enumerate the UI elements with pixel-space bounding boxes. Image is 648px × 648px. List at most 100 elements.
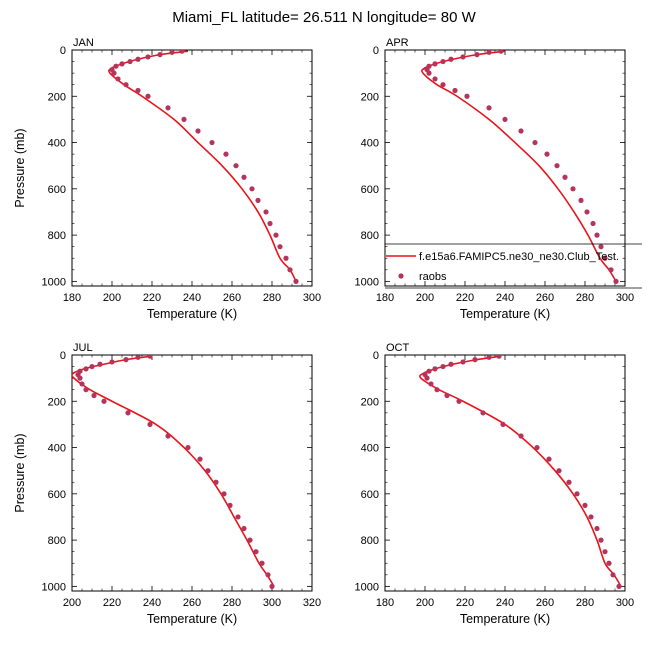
plot-area [419, 355, 622, 589]
raobs-point [91, 392, 97, 399]
x-axis-title: Temperature (K) [147, 612, 237, 626]
model-line [419, 355, 622, 587]
y-tick-label: 1000 [355, 581, 379, 593]
raobs-point [432, 61, 438, 67]
raobs-point [440, 363, 446, 370]
raobs-point [498, 50, 504, 54]
panels: JAN 180 200 220 240 260 280 300 0 200 400 600 800 100… [13, 37, 634, 626]
raobs-point [518, 128, 524, 134]
raobs-point [259, 560, 265, 566]
raobs-point [578, 197, 584, 203]
raobs-point [185, 444, 191, 451]
x-tick-label: 220 [456, 597, 474, 609]
raobs-point [448, 56, 454, 62]
raobs-point [147, 355, 153, 359]
raobs-point [440, 58, 446, 65]
raobs-point [221, 491, 227, 497]
y-tick-label: 1000 [42, 276, 66, 288]
plot-area [108, 50, 299, 284]
raobs-point [588, 514, 594, 520]
x-tick-label: 300 [616, 597, 634, 609]
plot-area [72, 355, 275, 589]
x-tick-label: 240 [183, 292, 201, 304]
panel-apr: APR 180 200 220 240 260 280 300 0 200 400 600 800 100… [355, 37, 635, 321]
raobs-point [235, 514, 241, 520]
raobs-point [472, 357, 478, 363]
panel-label: APR [386, 37, 409, 49]
panel-jan: JAN 180 200 220 240 260 280 300 0 200 400 600 800 100… [13, 37, 321, 321]
raobs-point [432, 76, 438, 82]
plot-frame [384, 354, 626, 592]
raobs-point [135, 355, 141, 360]
model-line [72, 355, 275, 587]
y-tick-label: 400 [361, 443, 379, 455]
x-tick-label: 240 [143, 597, 161, 609]
raobs-point [241, 525, 247, 532]
raobs-point [277, 244, 283, 250]
raobs-point [582, 502, 588, 508]
x-axis-title: Temperature (K) [147, 307, 237, 321]
y-tick-label: 200 [48, 396, 66, 408]
x-tick-label: 180 [376, 292, 394, 304]
panel-oct: OCT 180 200 220 240 260 280 300 0 200 400 600 800 100… [355, 342, 635, 626]
raobs-point [460, 359, 466, 365]
raobs-point [602, 549, 608, 555]
figure-title: Miami_FL latitude= 26.511 N longitude= 8… [172, 9, 476, 26]
raobs-point [147, 421, 153, 428]
y-tick-label: 0 [60, 350, 66, 362]
raobs-point [500, 421, 506, 428]
raobs-point [253, 549, 259, 555]
x-tick-label: 240 [496, 597, 514, 609]
raobs-point [610, 572, 616, 578]
raobs-point [169, 50, 175, 55]
raobs-point [283, 255, 289, 261]
legend: f.e15a6.FAMIPC5.ne30_ne30.Club_Test. rao… [385, 243, 642, 289]
x-tick-label: 200 [416, 292, 434, 304]
y-tick-label: 800 [361, 535, 379, 547]
raobs-point [594, 525, 600, 532]
y-tick-label: 0 [60, 45, 66, 57]
raobs-point [440, 82, 446, 88]
raobs-point [606, 560, 612, 566]
panel-label: JAN [73, 37, 94, 49]
raobs-point [109, 67, 115, 73]
raobs-point [584, 209, 590, 215]
raobs-point [233, 163, 239, 169]
raobs-point [269, 583, 275, 589]
plot-area [421, 50, 619, 284]
raobs-point [165, 433, 171, 439]
x-tick-label: 300 [263, 597, 281, 609]
raobs-point [502, 116, 508, 123]
raobs-point [213, 479, 219, 485]
raobs-point [77, 368, 83, 374]
raobs-point [227, 502, 233, 508]
y-tick-label: 400 [48, 138, 66, 150]
x-tick-label: 300 [303, 292, 321, 304]
raobs-point [293, 278, 299, 284]
y-tick-label: 200 [361, 396, 379, 408]
raobs-point [486, 105, 492, 111]
panel-jul: JUL 200 220 240 260 280 300 320 0 200 400 600 800 100… [13, 342, 321, 626]
x-tick-label: 220 [103, 597, 121, 609]
model-line [108, 50, 297, 282]
raobs-point [197, 456, 203, 462]
raobs-point [263, 209, 269, 215]
raobs-point [464, 93, 470, 99]
raobs-point [590, 220, 596, 227]
x-tick-label: 220 [456, 292, 474, 304]
plot-frame [71, 354, 313, 592]
x-tick-label: 280 [223, 597, 241, 609]
x-tick-label: 320 [303, 597, 321, 609]
raobs-point [165, 105, 171, 111]
raobs-point [574, 491, 580, 497]
raobs-point [119, 61, 125, 67]
raobs-point [179, 50, 185, 54]
raobs-point [83, 387, 89, 393]
raobs-point [181, 116, 187, 123]
raobs-point [426, 63, 432, 69]
raobs-point [432, 366, 438, 372]
x-tick-label: 200 [416, 597, 434, 609]
raobs-point [115, 76, 121, 82]
x-tick-label: 280 [576, 597, 594, 609]
